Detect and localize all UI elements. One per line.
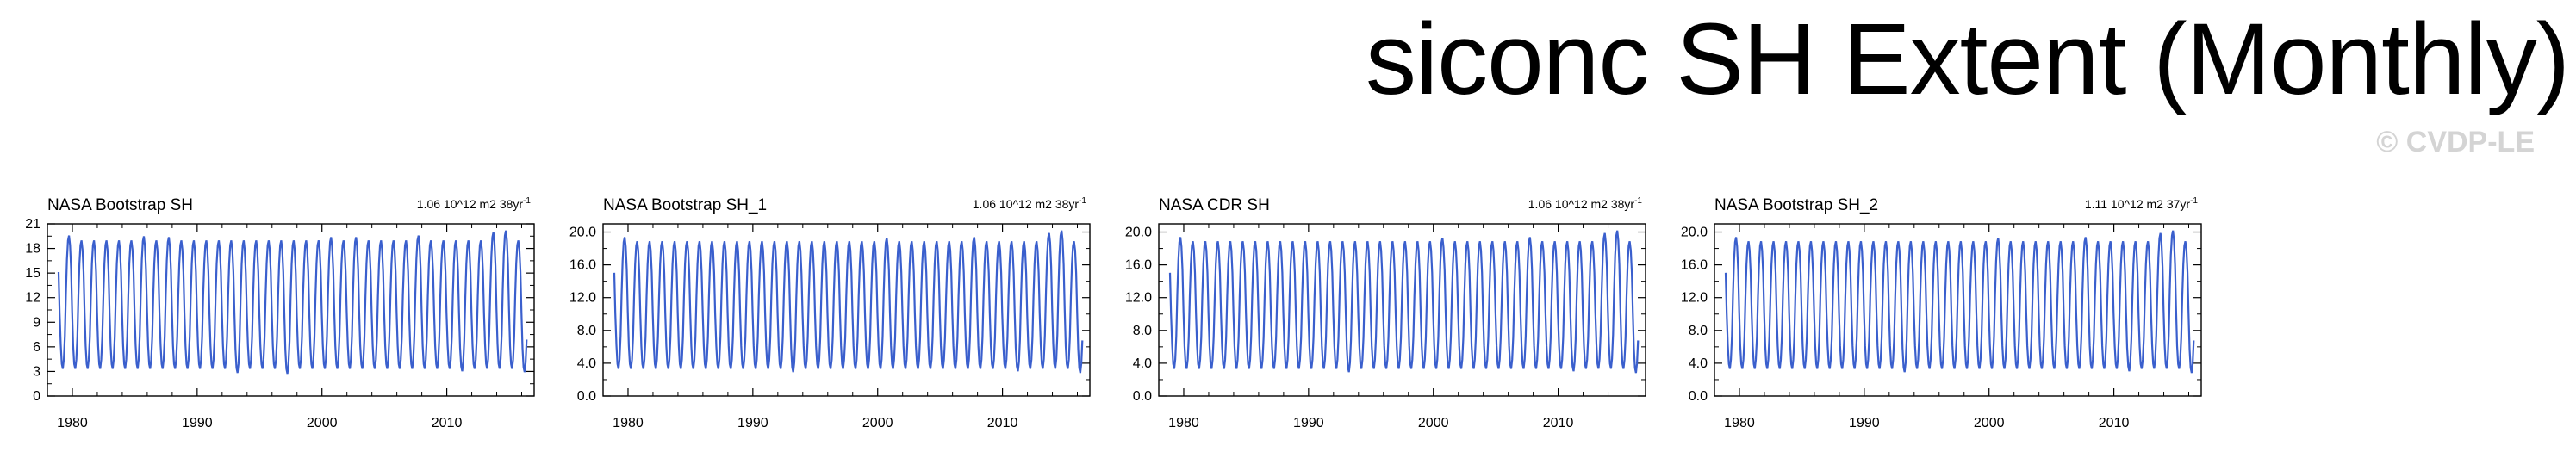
trend-label: 1.06 10^12 m2 38yr-1: [973, 196, 1087, 211]
y-tick-label: 9: [33, 315, 40, 330]
plot-frame: [1714, 223, 2202, 397]
trend-label: 1.06 10^12 m2 38yr-1: [1528, 196, 1643, 211]
x-tick-label: 1980: [613, 416, 644, 430]
series-line-1: [1724, 230, 2195, 374]
y-tick-label: 20.0: [569, 226, 596, 240]
plot-frame: [602, 223, 1091, 397]
x-tick-label: 2010: [987, 416, 1018, 430]
x-tick-label: 2000: [1418, 416, 1449, 430]
y-tick-label: 16.0: [569, 258, 596, 273]
y-tick-label: 0.0: [1133, 389, 1152, 404]
panel-title: NASA Bootstrap SH: [47, 196, 193, 214]
chart-panel-2: NASA Bootstrap SH_1 1.06 10^12 m2 38yr-1 0…: [556, 181, 1142, 439]
chart-panel-4: NASA Bootstrap SH_2 1.11 10^12 m2 37yr-1 0…: [1667, 181, 2253, 439]
y-tick-label: 16.0: [1125, 258, 1152, 273]
y-tick-label: 4.0: [1689, 356, 1708, 371]
x-tick-label: 1990: [1293, 416, 1324, 430]
trend-label: 1.06 10^12 m2 38yr-1: [417, 196, 532, 211]
x-tick-label: 2000: [1974, 416, 2005, 430]
y-tick-label: 3: [33, 364, 40, 379]
x-tick-label: 2010: [2099, 416, 2130, 430]
series-line-1: [57, 230, 528, 375]
watermark: © CVDP-LE: [2376, 126, 2535, 158]
y-tick-label: 12: [25, 291, 40, 306]
y-tick-label: 12.0: [1681, 291, 1708, 306]
y-tick-label: 8.0: [1133, 324, 1152, 338]
x-tick-label: 2010: [432, 416, 463, 430]
x-tick-label: 2000: [862, 416, 893, 430]
y-tick-label: 0.0: [577, 389, 596, 404]
y-tick-label: 12.0: [1125, 291, 1152, 306]
panel-title: NASA Bootstrap SH_1: [603, 196, 767, 214]
series-line-1: [613, 230, 1084, 374]
y-tick-label: 20.0: [1125, 226, 1152, 240]
panel-title: NASA Bootstrap SH_2: [1714, 196, 1878, 214]
x-tick-label: 1980: [1724, 416, 1755, 430]
chart-panel-3: NASA CDR SH 1.06 10^12 m2 38yr-1 0.0 4.0 8.0…: [1111, 181, 1697, 439]
x-tick-label: 1980: [57, 416, 88, 430]
y-tick-label: 8.0: [1689, 324, 1708, 338]
chart-svg-2: NASA Bootstrap SH_1 1.06 10^12 m2 38yr-1 0…: [569, 196, 1091, 430]
y-tick-label: 8.0: [577, 324, 596, 338]
x-tick-label: 1990: [737, 416, 768, 430]
chart-svg-1: NASA Bootstrap SH 1.06 10^12 m2 38yr-1 0 3 6…: [25, 196, 535, 430]
y-tick-label: 0.0: [1689, 389, 1708, 404]
y-tick-label: 4.0: [1133, 356, 1152, 371]
chart-svg-4: NASA Bootstrap SH_2 1.11 10^12 m2 37yr-1 0…: [1681, 196, 2202, 430]
series-line-1: [1168, 230, 1640, 374]
x-tick-label: 1980: [1168, 416, 1199, 430]
y-tick-label: 16.0: [1681, 258, 1708, 273]
x-tick-label: 1990: [182, 416, 213, 430]
chart-svg-3: NASA CDR SH 1.06 10^12 m2 38yr-1 0.0 4.0 8.0…: [1125, 196, 1646, 430]
figure-title: siconc SH Extent (Monthly): [1365, 3, 2570, 116]
plot-frame: [1158, 223, 1646, 397]
trend-label: 1.11 10^12 m2 37yr-1: [2085, 196, 2199, 211]
y-tick-label: 20.0: [1681, 226, 1708, 240]
y-tick-label: 0: [33, 389, 40, 404]
y-tick-label: 6: [33, 340, 40, 355]
chart-panel-1: NASA Bootstrap SH 1.06 10^12 m2 38yr-1 0 3 6…: [0, 181, 586, 439]
y-tick-label: 21: [25, 217, 40, 232]
x-tick-label: 1990: [1849, 416, 1880, 430]
y-tick-label: 18: [25, 242, 40, 257]
x-tick-label: 2010: [1543, 416, 1574, 430]
panel-title: NASA CDR SH: [1159, 196, 1270, 214]
y-tick-label: 4.0: [577, 356, 596, 371]
y-tick-label: 12.0: [569, 291, 596, 306]
x-tick-label: 2000: [307, 416, 338, 430]
y-tick-label: 15: [25, 266, 40, 281]
